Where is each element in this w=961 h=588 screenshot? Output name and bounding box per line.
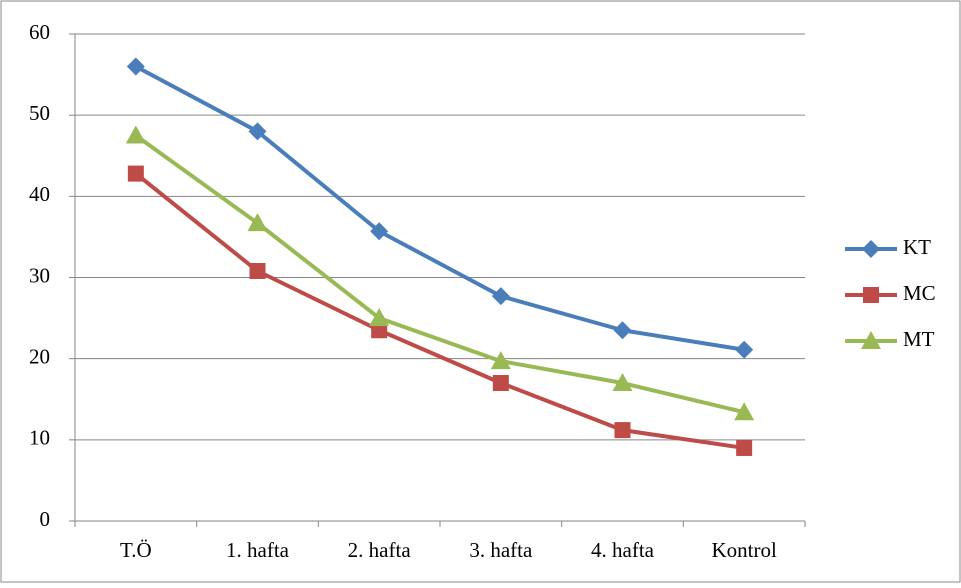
marker [491,287,510,306]
marker [370,222,389,241]
marker [614,422,631,439]
x-tick-label: Kontrol [712,538,777,562]
series-line [134,172,745,450]
y-tick-label: 10 [29,426,50,450]
marker [248,122,267,141]
y-tick-label: 60 [29,20,50,44]
y-tick-label: 50 [29,101,50,125]
x-tick-label: 4. hafta [591,538,655,562]
y-tick-label: 40 [29,182,50,206]
series-line [134,133,745,415]
x-tick-label: 2. hafta [348,538,412,562]
legend-label: KT [903,235,931,259]
x-tick-label: T.Ö [120,538,152,562]
marker [369,308,390,327]
marker [371,322,388,339]
marker [127,165,144,182]
y-tick-label: 30 [29,263,50,287]
x-tick-label: 1. hafta [226,538,290,562]
legend-marker [862,240,880,258]
marker [249,263,266,280]
marker [126,57,145,76]
marker [734,402,755,421]
legend-marker [863,287,879,303]
legend-marker [861,331,881,349]
legend-label: MC [903,281,936,305]
marker [613,321,632,340]
legend-label: MT [903,327,935,351]
marker [736,439,753,456]
marker [735,340,754,359]
marker [612,373,633,392]
marker [125,125,146,144]
y-tick-label: 0 [40,507,51,531]
marker [492,375,509,392]
y-tick-label: 20 [29,344,50,368]
marker [490,351,511,370]
x-tick-label: 3. hafta [469,538,533,562]
series-line [134,64,745,352]
marker [247,213,268,232]
